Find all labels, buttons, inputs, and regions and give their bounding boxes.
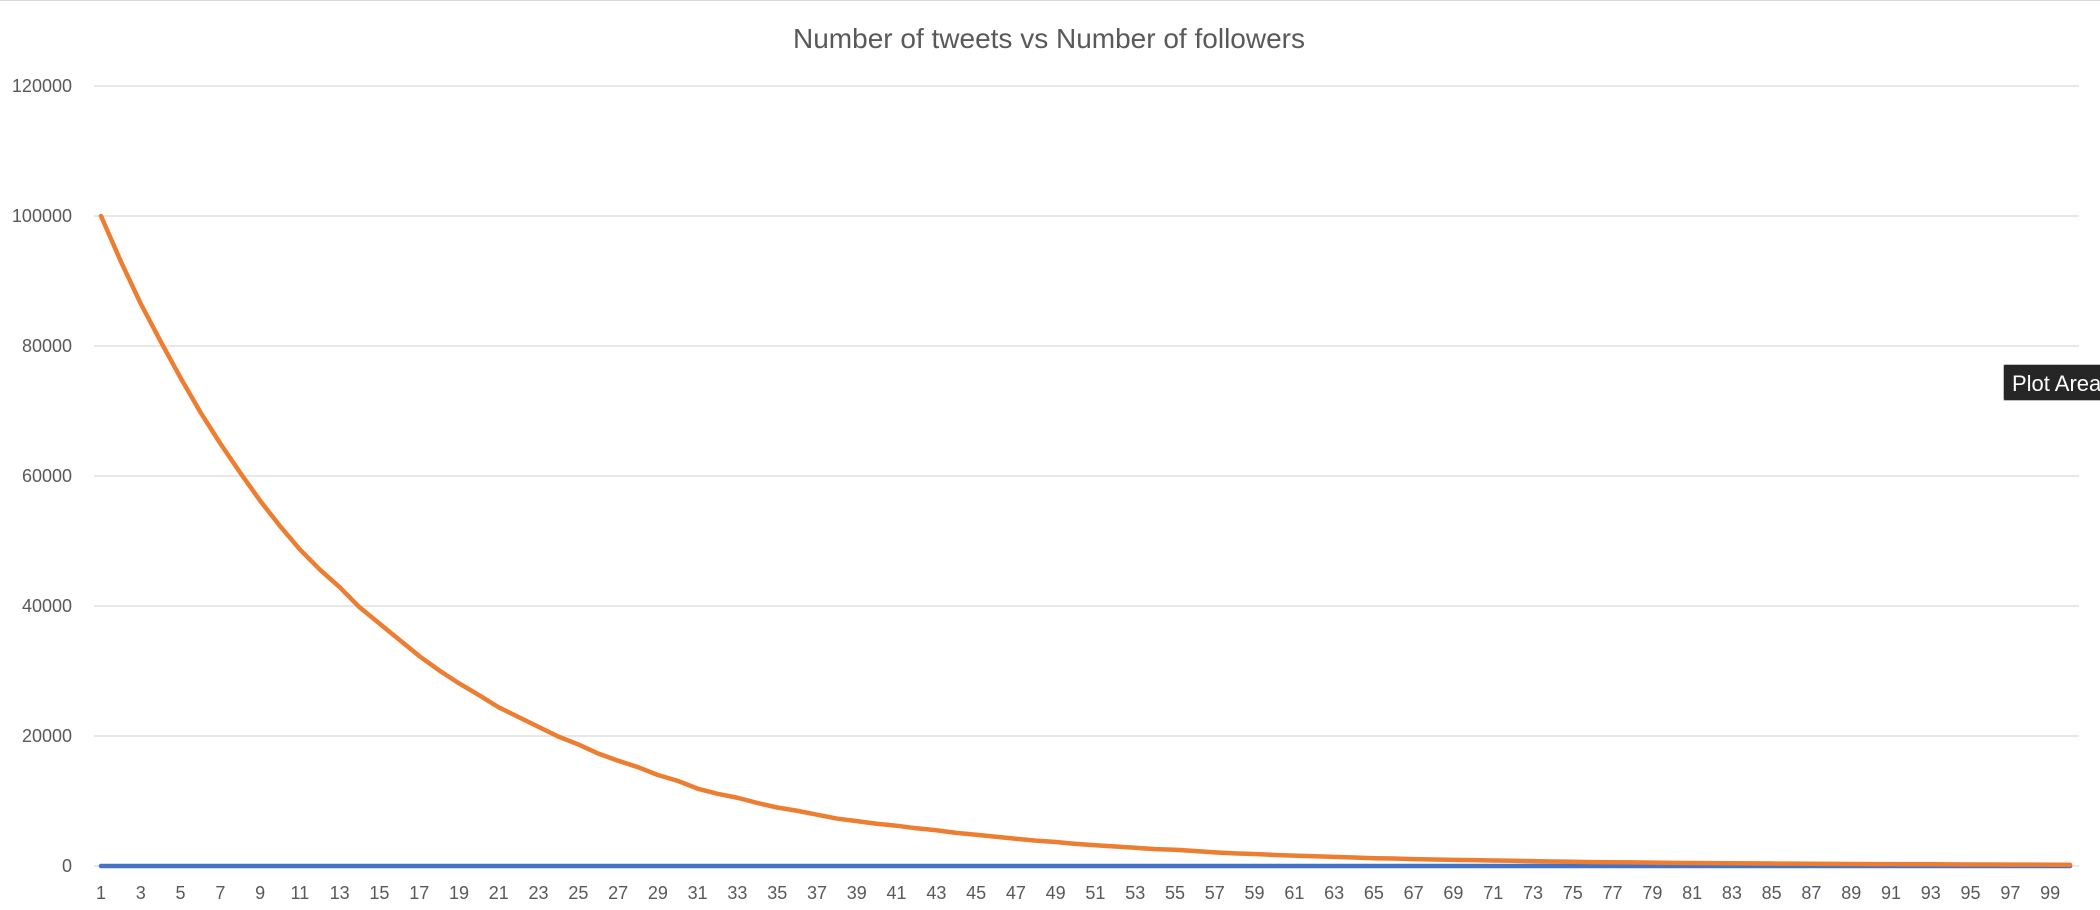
x-tick-label: 55: [1165, 883, 1185, 903]
x-tick-label: 53: [1125, 883, 1145, 903]
plot-area[interactable]: [94, 86, 2079, 866]
series-line-2[interactable]: [98, 213, 2073, 868]
y-tick-label: 80000: [22, 336, 72, 356]
x-tick-label: 47: [1006, 883, 1026, 903]
x-tick-label: 71: [1483, 883, 1503, 903]
x-tick-label: 35: [767, 883, 787, 903]
x-tick-label: 63: [1324, 883, 1344, 903]
x-tick-label: 79: [1642, 883, 1662, 903]
x-tick-label: 37: [807, 883, 827, 903]
x-tick-label: 73: [1523, 883, 1543, 903]
y-tick-label: 60000: [22, 466, 72, 486]
x-tick-label: 91: [1881, 883, 1901, 903]
y-tick-label: 0: [62, 856, 72, 876]
x-tick-label: 83: [1722, 883, 1742, 903]
x-tick-label: 29: [648, 883, 668, 903]
x-tick-label: 75: [1563, 883, 1583, 903]
x-tick-label: 39: [847, 883, 867, 903]
x-tick-label: 97: [2000, 883, 2020, 903]
chart-title: Number of tweets vs Number of followers: [793, 23, 1305, 54]
x-tick-label: 67: [1404, 883, 1424, 903]
x-tick-label: 19: [449, 883, 469, 903]
x-tick-label: 43: [926, 883, 946, 903]
x-tick-label: 93: [1921, 883, 1941, 903]
gridlines: [94, 85, 2079, 867]
x-tick-label: 7: [215, 883, 225, 903]
x-tick-label: 89: [1841, 883, 1861, 903]
y-tick-label: 40000: [22, 596, 72, 616]
x-tick-label: 45: [966, 883, 986, 903]
y-tick-label: 120000: [12, 76, 72, 96]
x-tick-label: 1: [96, 883, 106, 903]
x-tick-label: 41: [887, 883, 907, 903]
x-tick-label: 77: [1603, 883, 1623, 903]
x-tick-label: 85: [1762, 883, 1782, 903]
x-tick-label: 3: [136, 883, 146, 903]
y-tick-label: 100000: [12, 206, 72, 226]
x-tick-label: 23: [529, 883, 549, 903]
series-layer: [98, 213, 2073, 869]
x-tick-label: 15: [369, 883, 389, 903]
x-tick-label: 95: [1961, 883, 1981, 903]
x-tick-label: 99: [2040, 883, 2060, 903]
x-tick-label: 61: [1284, 883, 1304, 903]
y-axis: 0 20000 40000 60000 80000 100000 120000: [12, 76, 72, 876]
x-tick-label: 81: [1682, 883, 1702, 903]
x-tick-label: 9: [255, 883, 265, 903]
x-tick-label: 5: [176, 883, 186, 903]
x-tick-label: 87: [1801, 883, 1821, 903]
x-axis: 1 3 5 7 9 11 13 15 17 19 21 23 25 27 29 31 33 35 37 39 41 43 4…: [96, 883, 2060, 903]
x-tick-label: 21: [489, 883, 509, 903]
x-tick-label: 33: [727, 883, 747, 903]
x-tick-label: 27: [608, 883, 628, 903]
x-tick-label: 13: [330, 883, 350, 903]
x-tick-label: 49: [1046, 883, 1066, 903]
x-tick-label: 17: [409, 883, 429, 903]
x-tick-label: 31: [688, 883, 708, 903]
x-tick-label: 69: [1443, 883, 1463, 903]
x-tick-label: 59: [1245, 883, 1265, 903]
x-tick-label: 51: [1085, 883, 1105, 903]
x-tick-label: 57: [1205, 883, 1225, 903]
x-tick-label: 65: [1364, 883, 1384, 903]
x-tick-label: 25: [568, 883, 588, 903]
y-tick-label: 20000: [22, 726, 72, 746]
plot-area-tooltip: Plot Area: [2003, 364, 2100, 401]
x-tick-label: 11: [291, 883, 310, 903]
